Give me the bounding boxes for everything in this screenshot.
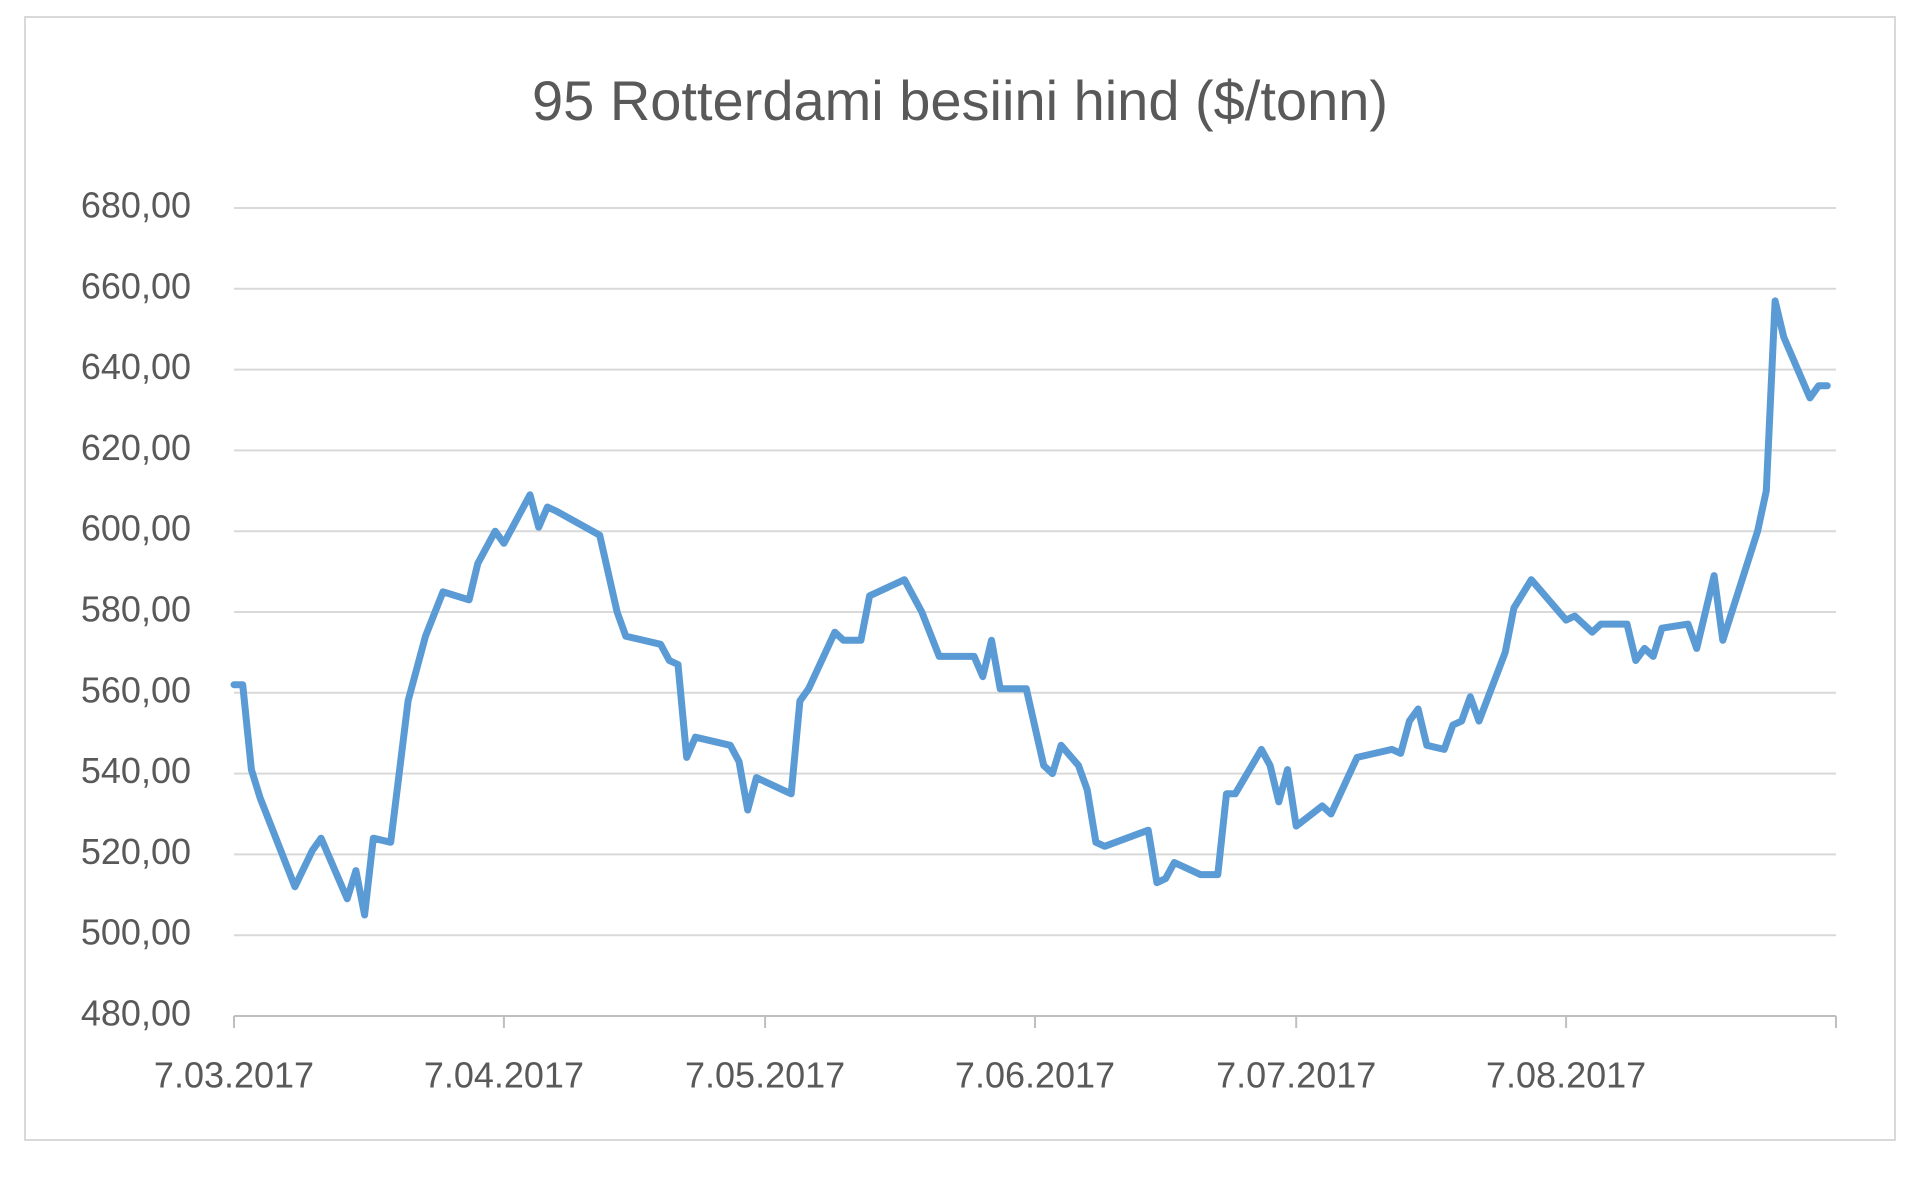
y-tick-label: 600,00 bbox=[81, 508, 191, 549]
y-tick-label: 580,00 bbox=[81, 589, 191, 630]
chart-frame bbox=[24, 16, 1896, 1141]
chart-title: 95 Rotterdami besiini hind ($/tonn) bbox=[532, 69, 1388, 132]
y-tick-label: 480,00 bbox=[81, 993, 191, 1034]
x-tick-label: 7.08.2017 bbox=[1486, 1055, 1646, 1096]
y-tick-label: 680,00 bbox=[81, 185, 191, 226]
x-tick-label: 7.03.2017 bbox=[154, 1055, 314, 1096]
x-tick-label: 7.07.2017 bbox=[1216, 1055, 1376, 1096]
y-tick-label: 620,00 bbox=[81, 427, 191, 468]
y-tick-label: 520,00 bbox=[81, 831, 191, 872]
x-tick-label: 7.06.2017 bbox=[955, 1055, 1115, 1096]
y-tick-label: 640,00 bbox=[81, 346, 191, 387]
y-tick-label: 560,00 bbox=[81, 669, 191, 710]
x-tick-label: 7.05.2017 bbox=[685, 1055, 845, 1096]
price-line bbox=[230, 297, 1831, 919]
y-tick-label: 660,00 bbox=[81, 265, 191, 306]
y-tick-label: 500,00 bbox=[81, 912, 191, 953]
y-tick-label: 540,00 bbox=[81, 750, 191, 791]
x-tick-label: 7.04.2017 bbox=[424, 1055, 584, 1096]
